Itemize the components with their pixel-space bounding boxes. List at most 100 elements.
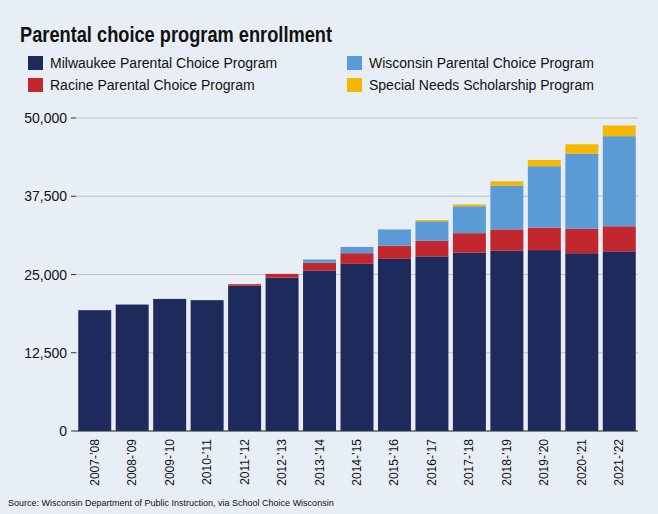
title: Parental choice program enrollment [20, 22, 333, 47]
bar-segment [153, 298, 186, 299]
bar-segment [191, 300, 224, 301]
background [0, 0, 658, 514]
x-tick-label: 2007-’08 [88, 439, 102, 486]
bar-segment [490, 229, 523, 250]
x-tick-label: 2009-’10 [163, 439, 177, 486]
bar-segment [490, 181, 523, 185]
bar-segment [603, 226, 636, 251]
bar-segment [415, 241, 448, 257]
bar-segment [378, 259, 411, 431]
legend-label: Special Needs Scholarship Program [369, 77, 594, 93]
bar-segment [191, 300, 224, 301]
bar-segment [341, 264, 374, 431]
bar-segment [78, 310, 111, 431]
bar-segment [228, 286, 261, 431]
x-tick-label: 2021-’22 [612, 439, 626, 486]
bar-segment [528, 250, 561, 431]
x-tick-label: 2011-’12 [238, 439, 252, 485]
tick-mark [71, 196, 76, 197]
legend-label: Racine Parental Choice Program [50, 77, 255, 93]
bar-segment [603, 251, 636, 431]
bar-segment [453, 253, 486, 431]
y-tick-label: 0 [59, 423, 67, 439]
bar-segment [191, 300, 224, 431]
bar-segment [228, 284, 261, 285]
bar-segment [78, 310, 111, 311]
tick-mark [71, 118, 76, 119]
bar-segment [528, 228, 561, 251]
bars [78, 126, 636, 431]
x-tick-label: 2008-’09 [125, 439, 139, 486]
legend-label: Wisconsin Parental Choice Program [369, 55, 594, 71]
bar-segment [78, 310, 111, 311]
bar-segment [565, 144, 598, 153]
legend-swatch [347, 78, 362, 92]
bar-segment [303, 263, 336, 271]
bar-segment [378, 246, 411, 259]
x-axis [76, 431, 638, 432]
bar-segment [453, 233, 486, 252]
y-tick-label: 50,000 [24, 110, 67, 126]
bar-segment [415, 220, 448, 221]
bar-segment [341, 253, 374, 264]
bar-segment [453, 204, 486, 206]
legend-swatch [347, 56, 362, 70]
bar-segment [378, 229, 411, 245]
grid-line [76, 118, 638, 119]
x-tick-label: 2016-’17 [425, 439, 439, 486]
x-tick-label: 2015-’16 [387, 439, 401, 486]
bar-segment [228, 284, 261, 285]
x-tick-label: 2014-’15 [350, 439, 364, 486]
bar-segment [341, 247, 374, 253]
bar-segment [266, 273, 299, 274]
bar-segment [378, 229, 411, 230]
tick-mark [71, 274, 76, 275]
bar-segment [603, 126, 636, 137]
bar-segment [116, 304, 149, 305]
bar-segment [116, 304, 149, 305]
bar-segment [415, 221, 448, 240]
bar-segment [415, 256, 448, 431]
bar-segment [228, 284, 261, 286]
bar-segment [528, 160, 561, 166]
bar-segment [603, 136, 636, 226]
bar-segment [565, 154, 598, 229]
bar-segment [453, 206, 486, 233]
bar-segment [303, 259, 336, 262]
grid-line [76, 431, 638, 432]
bar-segment [565, 229, 598, 253]
bar-segment [116, 304, 149, 305]
bar-segment [565, 253, 598, 431]
bar-segment [116, 305, 149, 431]
legend-swatch [28, 56, 43, 70]
bar-segment [153, 298, 186, 299]
bar-segment [153, 298, 186, 299]
bar-segment [78, 310, 111, 311]
legend-label: Milwaukee Parental Choice Program [50, 55, 277, 71]
y-tick-label: 37,500 [24, 188, 67, 204]
bar-segment [490, 186, 523, 230]
tick-mark [71, 431, 76, 432]
x-tick-label: 2012-’13 [275, 439, 289, 486]
x-tick-label: 2017-’18 [462, 439, 476, 486]
bar-segment [303, 271, 336, 431]
bar-segment [528, 166, 561, 227]
x-tick-label: 2019-’20 [537, 439, 551, 486]
legend-swatch [28, 78, 43, 92]
bar-segment [266, 278, 299, 431]
source: Source: Wisconsin Department of Public I… [8, 498, 334, 508]
bar-segment [153, 299, 186, 431]
y-tick-label: 25,000 [24, 267, 67, 283]
tick-mark [71, 352, 76, 353]
bar-segment [303, 259, 336, 260]
y-tick-label: 12,500 [24, 345, 67, 361]
chart: Parental choice program enrollment Milwau… [0, 0, 658, 514]
bar-segment [191, 300, 224, 301]
x-tick-label: 2018-’19 [500, 439, 514, 486]
x-tick-label: 2020-’21 [575, 439, 589, 486]
x-tick-label: 2013-’14 [313, 439, 327, 486]
bar-segment [341, 246, 374, 247]
bar-segment [266, 274, 299, 278]
x-tick-label: 2010-’11 [200, 439, 214, 485]
bar-segment [490, 251, 523, 431]
